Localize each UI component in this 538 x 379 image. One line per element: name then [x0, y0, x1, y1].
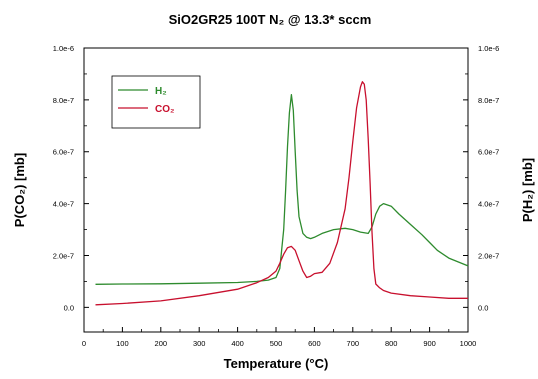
- x-tick-label: 200: [155, 339, 168, 348]
- x-tick-label: 600: [308, 339, 321, 348]
- y-left-tick-label: 0.0: [64, 303, 74, 312]
- y-axis-left-label: P(CO₂) [mb]: [12, 153, 27, 227]
- y-left-tick-label: 1.0e-6: [53, 44, 74, 53]
- x-tick-label: 900: [423, 339, 436, 348]
- y-left-tick-label: 6.0e-7: [53, 148, 74, 157]
- co2-series-line: [95, 81, 468, 306]
- y-right-tick-label: 0.0: [478, 303, 488, 312]
- y-axis-right: 0.0 2.0e-7 4.0e-7 6.0e-7 8.0e-7 1.0e-6: [463, 44, 499, 312]
- h2-series-line: [95, 94, 469, 285]
- x-tick-label: 700: [347, 339, 360, 348]
- series-lines: [95, 81, 469, 306]
- y-left-tick-label: 8.0e-7: [53, 96, 74, 105]
- x-tick-label: 100: [116, 339, 129, 348]
- legend-label-co2: CO₂: [155, 104, 174, 115]
- legend-box: [111, 75, 201, 129]
- y-left-tick-label: 4.0e-7: [53, 200, 74, 209]
- y-left-tick-label: 2.0e-7: [53, 251, 74, 260]
- chart-title: SiO2GR25 100T N₂ @ 13.3* sccm: [169, 12, 372, 27]
- y-right-tick-label: 1.0e-6: [478, 44, 499, 53]
- y-axis-left: 0.0 2.0e-7 4.0e-7 6.0e-7 8.0e-7 1.0e-6: [53, 44, 89, 312]
- y-right-tick-label: 4.0e-7: [478, 200, 499, 209]
- x-tick-label: 800: [385, 339, 398, 348]
- y-right-tick-label: 8.0e-7: [478, 96, 499, 105]
- y-right-tick-label: 2.0e-7: [478, 251, 499, 260]
- x-tick-label: 1000: [460, 339, 477, 348]
- x-tick-label: 400: [231, 339, 244, 348]
- y-right-tick-label: 6.0e-7: [478, 148, 499, 157]
- x-tick-label: 300: [193, 339, 206, 348]
- y-axis-right-label: P(H₂) [mb]: [520, 158, 535, 222]
- x-axis-label: Temperature (°C): [224, 356, 329, 371]
- legend-label-h2: H₂: [155, 86, 167, 97]
- x-tick-label: 500: [270, 339, 283, 348]
- x-tick-label: 0: [82, 339, 86, 348]
- x-axis: 0 100 200 300 400 500 600 700 800 900 1000: [82, 327, 476, 348]
- legend: H₂ CO₂: [111, 75, 201, 129]
